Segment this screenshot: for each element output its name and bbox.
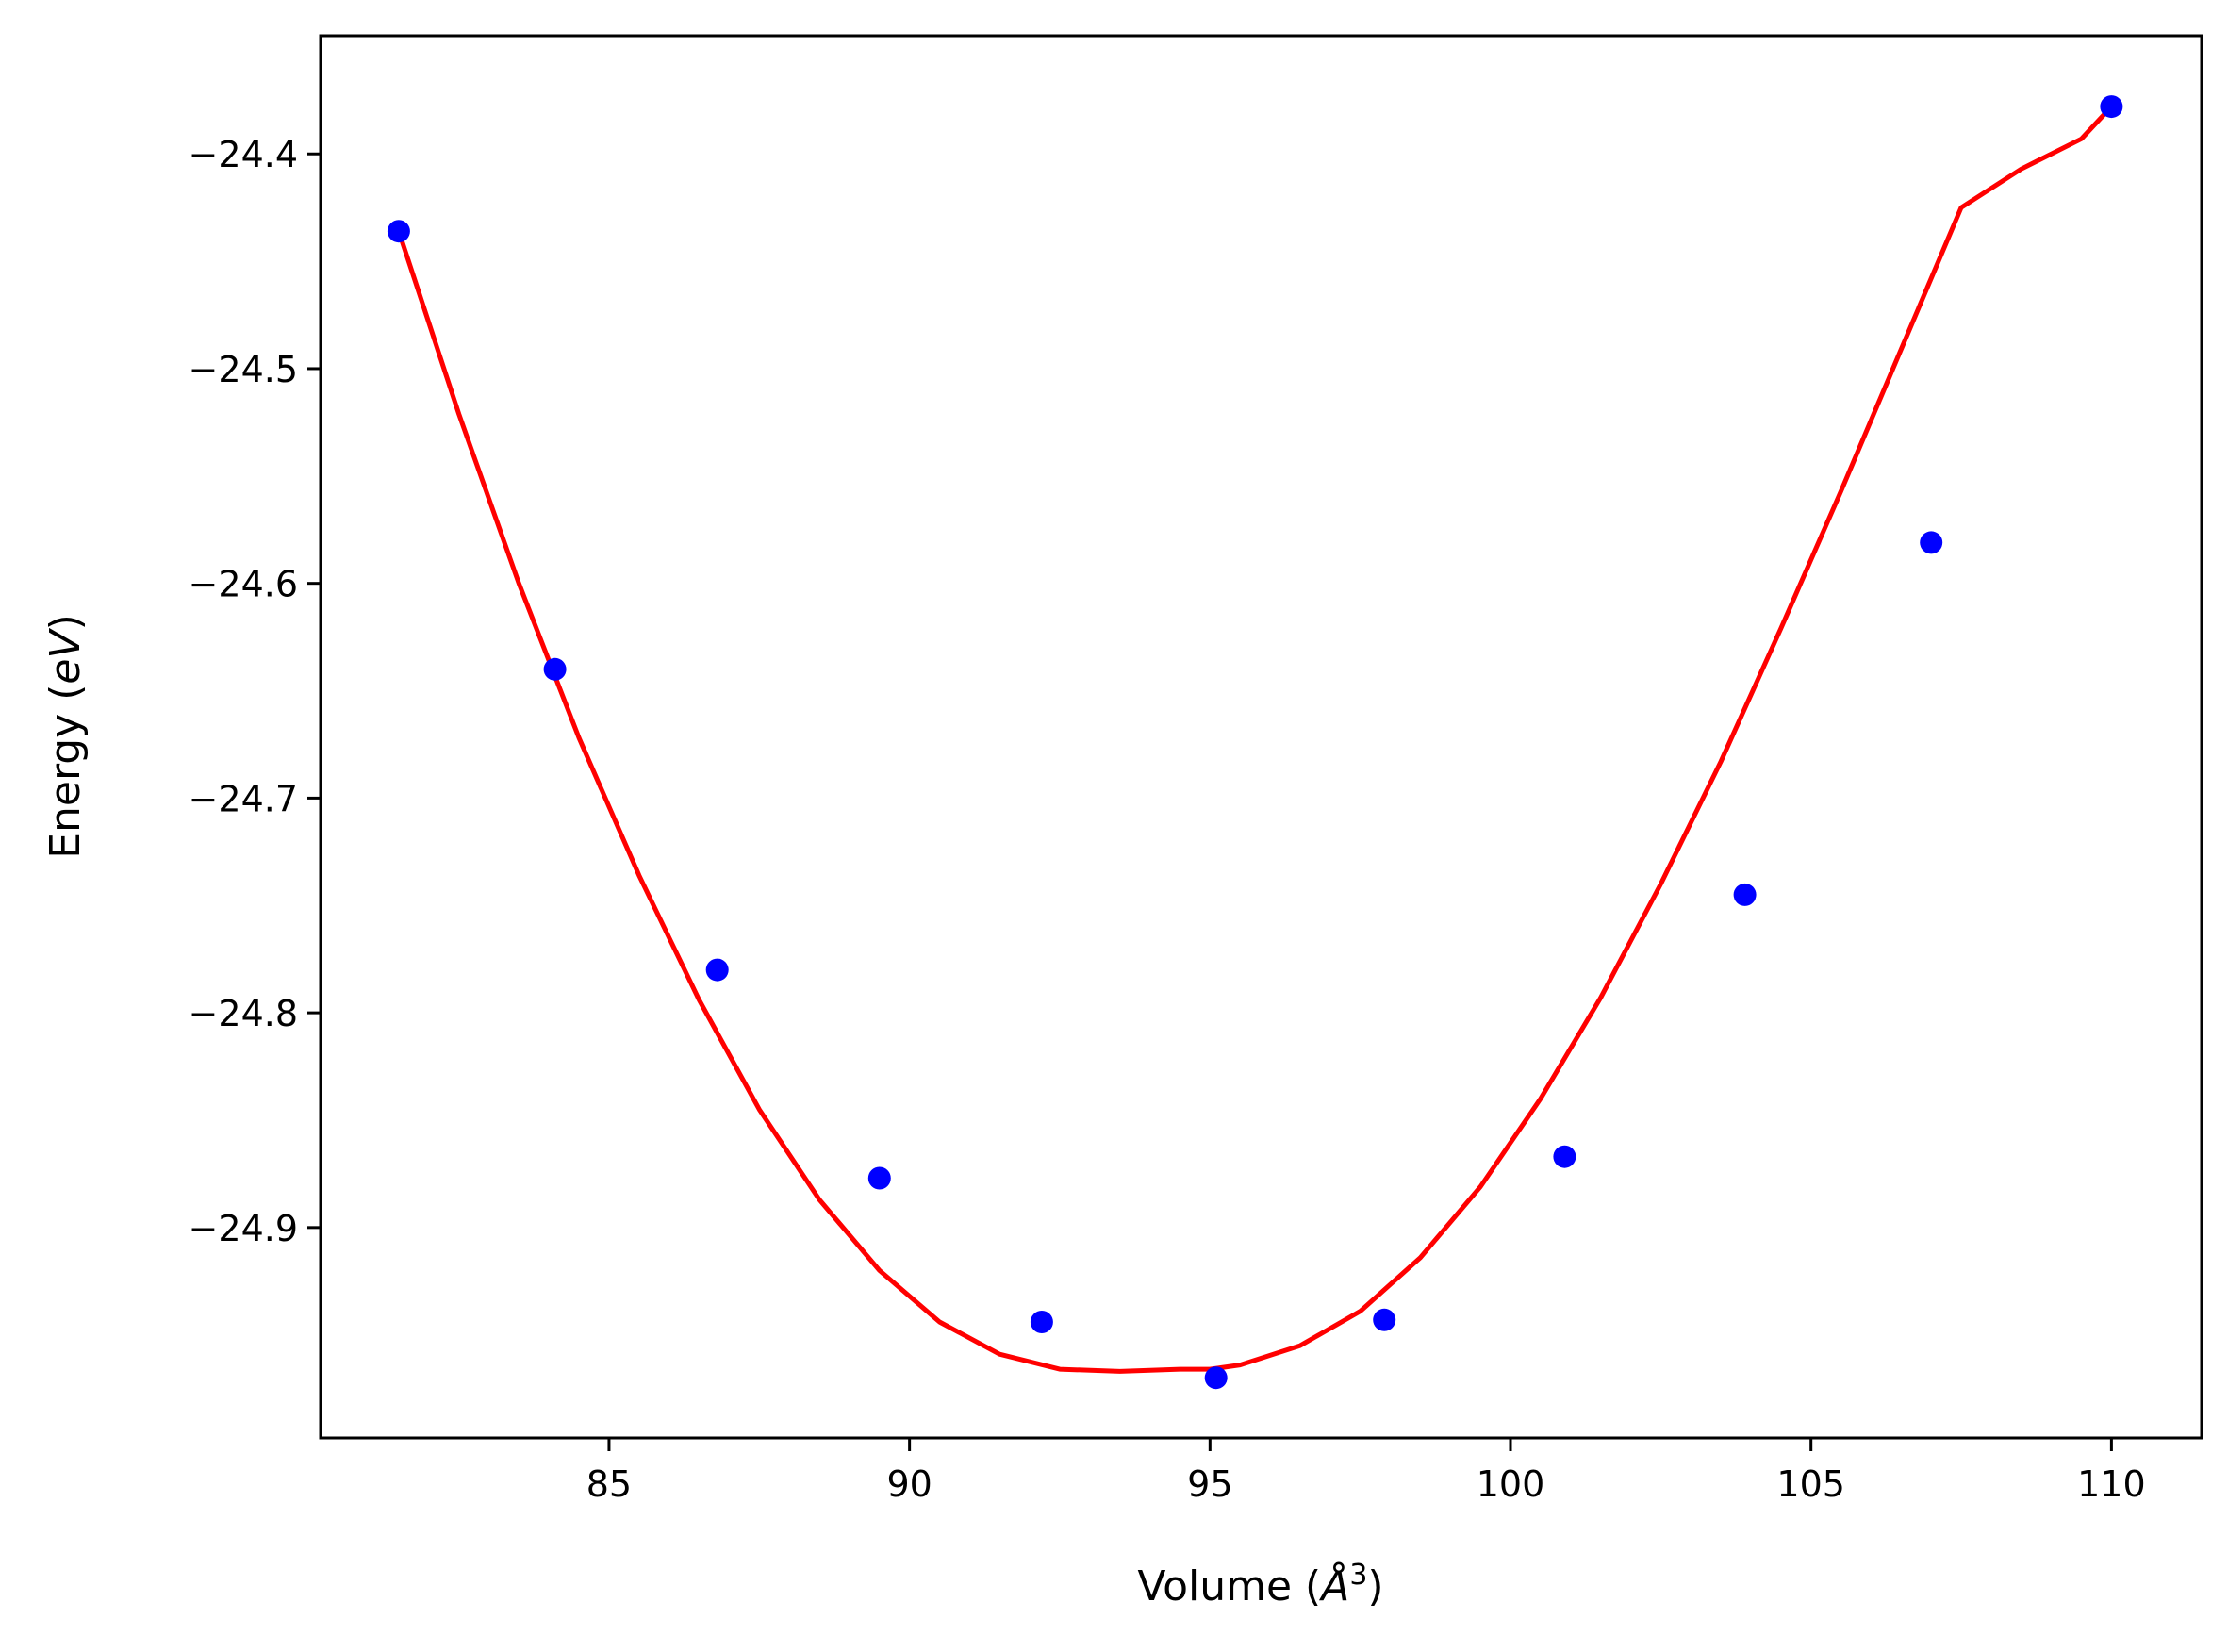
y-tick-label: −24.9 [189, 1208, 298, 1249]
x-tick-label: 100 [1477, 1463, 1545, 1505]
data-point [1204, 1366, 1228, 1390]
data-point [543, 657, 567, 681]
data-point [1373, 1308, 1396, 1331]
y-axis-label-prefix: Energy ( [41, 685, 90, 859]
x-axis-label-superscript: 3 [1349, 1559, 1367, 1592]
y-tick-label: −24.4 [189, 134, 298, 175]
x-tick-label: 85 [586, 1463, 632, 1505]
x-tick-label: 95 [1187, 1463, 1232, 1505]
x-axis-label-symbol: Å [1318, 1561, 1349, 1611]
x-tick-label: 90 [886, 1463, 932, 1505]
fit-curve [396, 104, 2114, 1374]
x-tick-label: 110 [2077, 1463, 2146, 1505]
x-axis-label-suffix: ) [1367, 1562, 1383, 1611]
y-tick-label: −24.7 [189, 778, 298, 819]
y-axis-label-suffix: ) [41, 614, 90, 630]
x-axis-label-prefix: Volume ( [1137, 1562, 1321, 1611]
data-point [1920, 531, 1943, 554]
y-axis-label: Energy (eV) [41, 614, 90, 859]
data-point [1733, 883, 1757, 906]
y-tick-label: −24.5 [189, 349, 298, 390]
x-axis-label: Volume (Å3) [1137, 1559, 1383, 1611]
plot-frame [319, 34, 2203, 1440]
x-tick-label: 105 [1776, 1463, 1845, 1505]
data-point [705, 958, 729, 982]
data-point [2100, 95, 2123, 119]
data-point [867, 1166, 891, 1190]
y-tick-label: −24.6 [189, 564, 298, 605]
axes-layer: 85 90 95 100 105 110 −24.4 −24.5 −24.6 −24.7 −24.8… [189, 134, 2146, 1505]
y-axis-label-unit: eV [41, 628, 90, 685]
data-point [1030, 1311, 1053, 1333]
data-point [387, 220, 410, 243]
y-tick-label: −24.8 [189, 993, 298, 1034]
plot-layer [387, 95, 2123, 1390]
data-point [1553, 1145, 1576, 1168]
